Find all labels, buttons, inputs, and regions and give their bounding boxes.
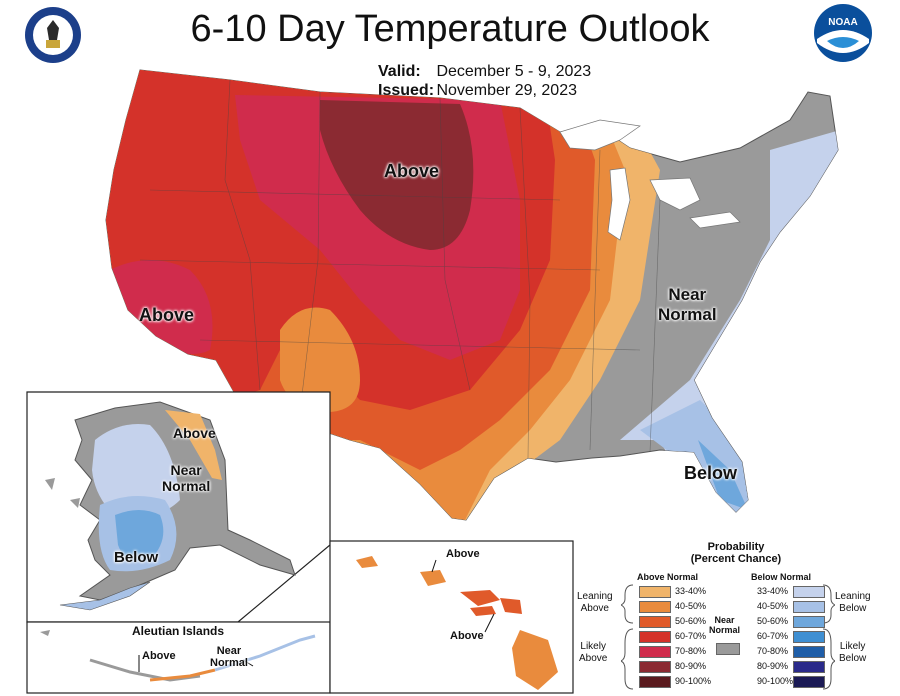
legend-below-header: Below Normal (751, 572, 812, 582)
aleutian-label-above: Above (142, 650, 176, 662)
doc-seal-icon (25, 7, 81, 63)
near-normal-line2: Normal (709, 625, 741, 635)
legend-above-range: 70-80% (675, 646, 707, 656)
legend-near-normal: Near Normal (709, 615, 740, 635)
noaa-text: NOAA (828, 17, 857, 28)
legend-above-swatch (639, 631, 671, 643)
alaska-label-near-normal: Near Normal (162, 462, 210, 494)
legend-likely-below: Likely Below (839, 641, 866, 665)
legend-above-swatch (639, 601, 671, 613)
conus-label-above-north: Above (384, 161, 440, 181)
legend-below-range: 60-70% (757, 631, 789, 641)
aleutian-title: Aleutian Islands (132, 624, 225, 638)
aleutian-label-near-normal: Near Normal (210, 645, 248, 669)
legend-below-range: 70-80% (757, 646, 789, 656)
conus-label-below: Below (684, 463, 738, 483)
likely-below-line2: Below (839, 653, 867, 664)
legend-leaning-below: Leaning Below (835, 591, 871, 615)
legend-above-swatch (639, 586, 671, 598)
legend-above-header: Above Normal (637, 572, 699, 582)
legend-braces-above (621, 584, 634, 690)
aleutian-near-line1: Near (216, 645, 242, 657)
legend-below-swatch (793, 646, 825, 658)
legend-title: Probability (Percent Chance) (575, 541, 897, 565)
legend-above-range: 90-100% (675, 676, 712, 686)
legend-below-swatch (793, 631, 825, 643)
legend-below-swatch (793, 601, 825, 613)
leaning-below-line1: Leaning (835, 591, 871, 602)
legend-below-range: 90-100% (757, 676, 794, 686)
noaa-logo-icon: NOAA (814, 4, 872, 62)
legend-below-range: 40-50% (757, 601, 789, 611)
legend-below-range: 33-40% (757, 586, 789, 596)
alaska-near-line1: Near (170, 462, 202, 478)
legend-below-range: 50-60% (757, 616, 789, 626)
valid-dates: Valid: December 5 - 9, 2023 Issued: Nove… (378, 62, 591, 100)
alaska-label-below: Below (114, 549, 159, 566)
near-normal-line1: Near (714, 615, 735, 625)
legend-below-swatch (793, 661, 825, 673)
hawaii-inset (329, 540, 574, 694)
legend-above-range: 33-40% (675, 586, 707, 596)
valid-value: December 5 - 9, 2023 (436, 63, 592, 80)
leaning-above-line2: Above (580, 603, 609, 614)
legend-above-swatch (639, 646, 671, 658)
legend-below-swatch (793, 586, 825, 598)
legend-below-range: 80-90% (757, 661, 789, 671)
issued-label: Issued: (378, 82, 435, 99)
legend-above-swatch (639, 676, 671, 688)
hawaii-label-above-top: Above (446, 548, 480, 560)
conus-label-near-normal: Near Normal (658, 285, 717, 325)
conus-near-line1: Near (668, 285, 707, 304)
leaning-above-line1: Leaning (577, 591, 613, 602)
legend-braces-below (822, 584, 835, 690)
legend-above-range: 40-50% (675, 601, 707, 611)
legend-title-line2: (Percent Chance) (690, 553, 782, 565)
legend-below-swatch (793, 616, 825, 628)
probability-legend: Probability (Percent Chance) Above Norma… (575, 541, 897, 691)
alaska-label-above: Above (173, 425, 216, 441)
issued-value: November 29, 2023 (436, 82, 577, 99)
aleutian-inset (26, 621, 331, 694)
likely-above-line1: Likely (580, 641, 606, 652)
legend-above-range: 80-90% (675, 661, 707, 671)
legend-likely-above: Likely Above (579, 641, 607, 665)
legend-title-line1: Probability (707, 541, 765, 553)
legend-above-swatch (639, 616, 671, 628)
leaning-below-line2: Below (839, 603, 867, 614)
alaska-inset (26, 391, 331, 623)
likely-below-line1: Likely (839, 641, 866, 652)
legend-above-range: 60-70% (675, 631, 707, 641)
alaska-near-line2: Normal (162, 478, 211, 494)
hawaii-label-above-bottom: Above (450, 630, 484, 642)
legend-below-swatch (793, 676, 825, 688)
conus-near-line2: Normal (658, 305, 717, 324)
legend-near-swatch (716, 643, 740, 655)
valid-label: Valid: (378, 63, 421, 80)
legend-leaning-above: Leaning Above (577, 591, 613, 615)
page-title: 6-10 Day Temperature Outlook (190, 8, 710, 50)
legend-above-range: 50-60% (675, 616, 707, 626)
likely-above-line2: Above (579, 653, 608, 664)
conus-label-above-west: Above (139, 305, 195, 325)
aleutian-near-line2: Normal (210, 657, 248, 669)
legend-above-swatch (639, 661, 671, 673)
